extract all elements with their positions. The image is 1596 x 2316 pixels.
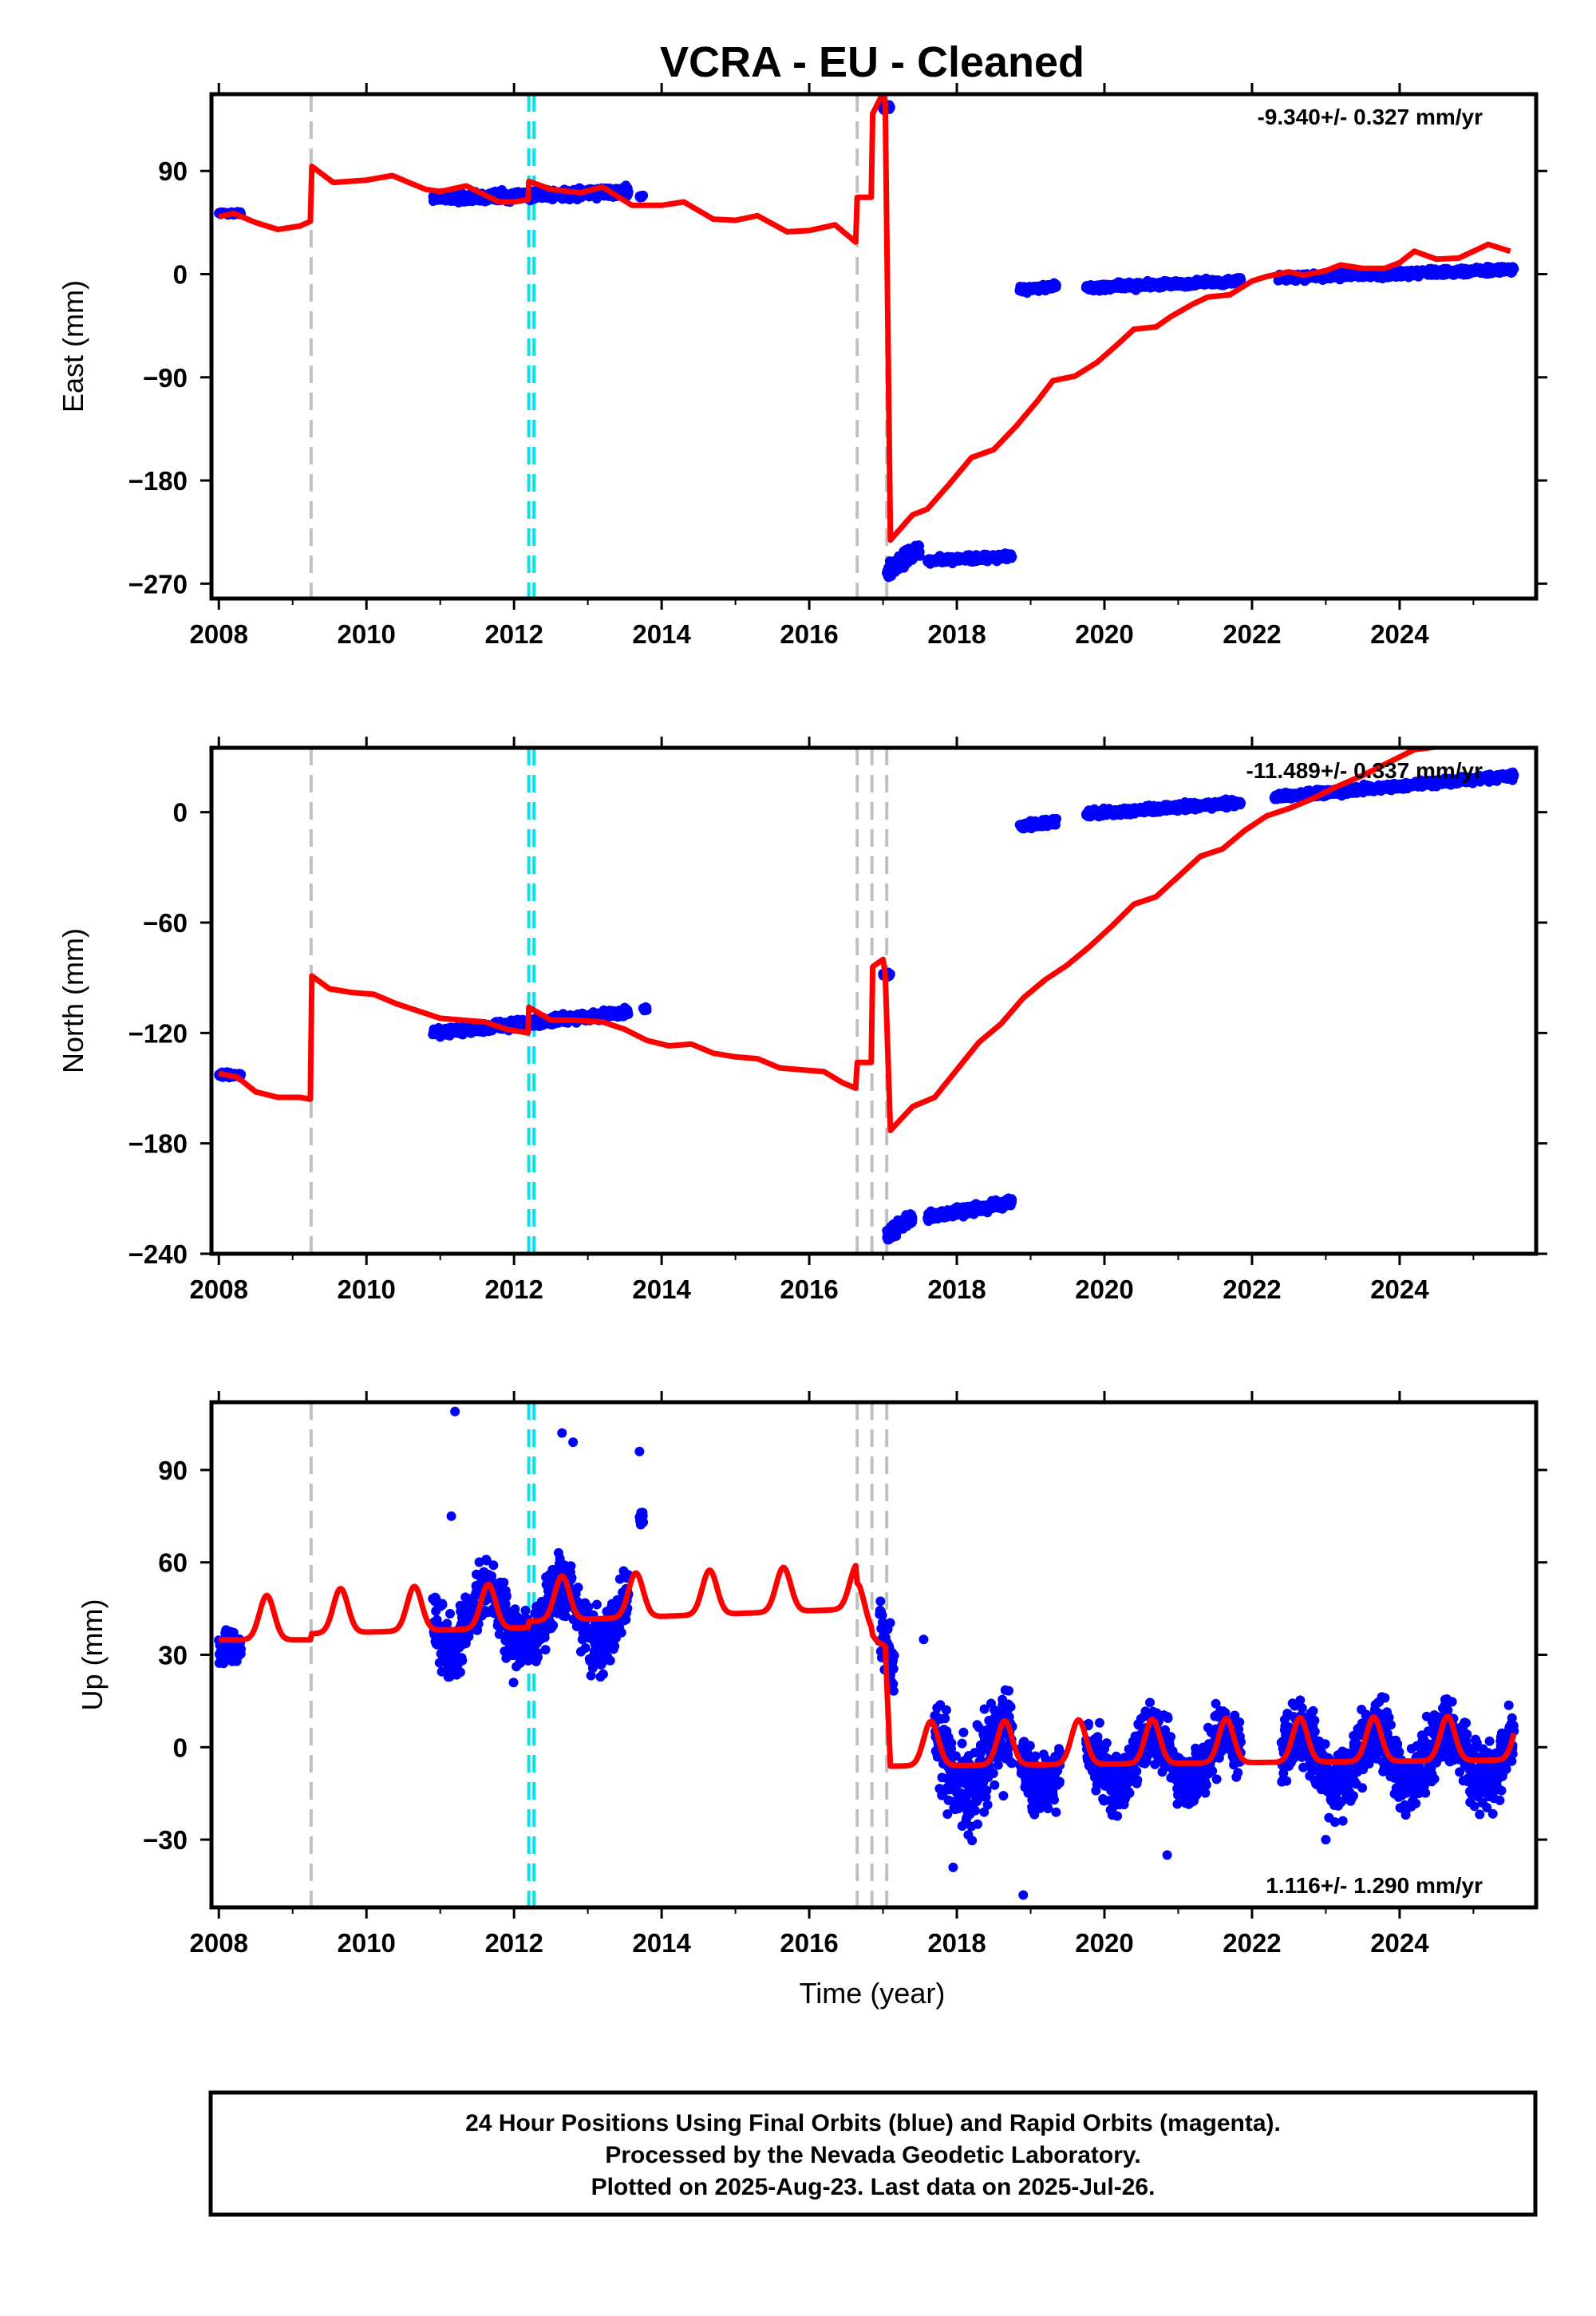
- x-tick-label: 2024: [1370, 619, 1429, 649]
- data-point: [1007, 1195, 1017, 1205]
- velocity-annotation: -9.340+/- 0.327 mm/yr: [1257, 105, 1483, 129]
- panel-east: 2008 2010 2012 2014 2016 2018 2020 2022 2024 −270…: [57, 83, 1547, 649]
- x-tick-label: 2012: [484, 619, 543, 649]
- data-point: [1007, 551, 1017, 562]
- y-tick-label: −90: [143, 363, 188, 393]
- x-tick-label: 2016: [780, 619, 838, 649]
- y-tick-label: −180: [128, 466, 188, 496]
- data-point: [623, 1009, 634, 1019]
- panels: 2008 2010 2012 2014 2016 2018 2020 2022 2024 −270…: [57, 83, 1547, 1958]
- data-point: [642, 1005, 652, 1015]
- x-tick-label: 2010: [337, 619, 395, 649]
- x-tick-label: 2018: [927, 619, 986, 649]
- data-point: [1509, 263, 1519, 274]
- y-tick-label: 90: [158, 156, 188, 186]
- x-tick-label: 2008: [190, 619, 248, 649]
- data-point: [623, 187, 634, 197]
- model-fit-line: [218, 94, 1511, 543]
- y-axis-title: East (mm): [57, 280, 89, 413]
- plot-area: [214, 748, 1519, 1254]
- data-point: [915, 547, 925, 557]
- data-point: [1236, 275, 1246, 285]
- x-tick-label: 2020: [1075, 619, 1133, 649]
- panel-north: 2008 2010 2012 2014 2016 2018 2020 2022 2024−240…: [57, 737, 1547, 1304]
- plot-area: [214, 94, 1519, 599]
- data-point: [1052, 813, 1061, 824]
- data-point: [1051, 280, 1061, 290]
- x-tick-label: 2014: [632, 619, 691, 649]
- y-tick-label: 0: [173, 260, 188, 290]
- y-tick-label: −270: [128, 569, 188, 599]
- data-point: [638, 190, 649, 200]
- data-point: [1236, 798, 1246, 808]
- plot-frame: [209, 92, 1539, 601]
- x-tick-label: 2022: [1223, 619, 1281, 649]
- chart-title: VCRA - EU - Cleaned: [660, 38, 1084, 86]
- data-point: [907, 1212, 918, 1223]
